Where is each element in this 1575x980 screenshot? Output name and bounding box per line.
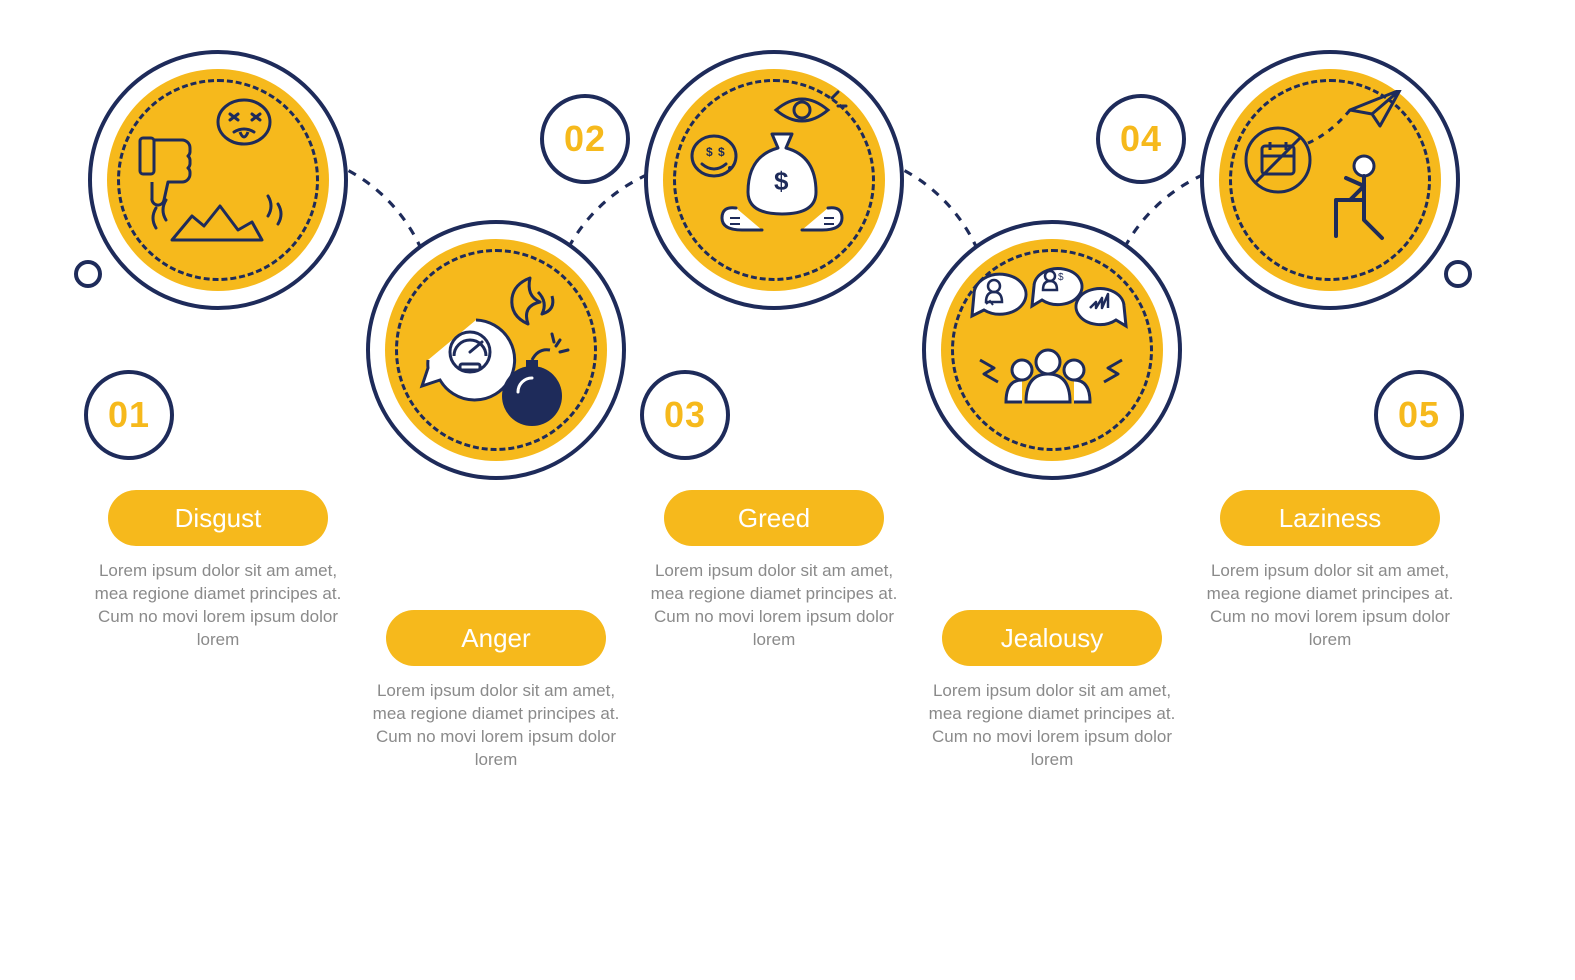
step-number-2: 02 xyxy=(540,94,630,184)
jealousy-icon xyxy=(962,260,1142,440)
step-number-4: 04 xyxy=(1096,94,1186,184)
step-number-3: 03 xyxy=(640,370,730,460)
step-title-4: Jealousy xyxy=(942,610,1162,666)
step-number-5: 05 xyxy=(1374,370,1464,460)
step-desc-3: Lorem ipsum dolor sit am amet, mea regio… xyxy=(644,560,904,652)
step-desc-2: Lorem ipsum dolor sit am amet, mea regio… xyxy=(366,680,626,772)
anger-icon xyxy=(406,260,586,440)
step-number-1: 01 xyxy=(84,370,174,460)
greed-icon xyxy=(684,90,864,270)
infographic-stage: 01 Disgust Lorem ipsum dolor sit am amet… xyxy=(80,50,1495,950)
step-title-3: Greed xyxy=(664,490,884,546)
step-title-5: Laziness xyxy=(1220,490,1440,546)
step-title-2: Anger xyxy=(386,610,606,666)
step-desc-5: Lorem ipsum dolor sit am amet, mea regio… xyxy=(1200,560,1460,652)
disgust-icon xyxy=(128,90,308,270)
laziness-icon xyxy=(1240,90,1420,270)
step-title-1: Disgust xyxy=(108,490,328,546)
step-desc-4: Lorem ipsum dolor sit am amet, mea regio… xyxy=(922,680,1182,772)
step-desc-1: Lorem ipsum dolor sit am amet, mea regio… xyxy=(88,560,348,652)
